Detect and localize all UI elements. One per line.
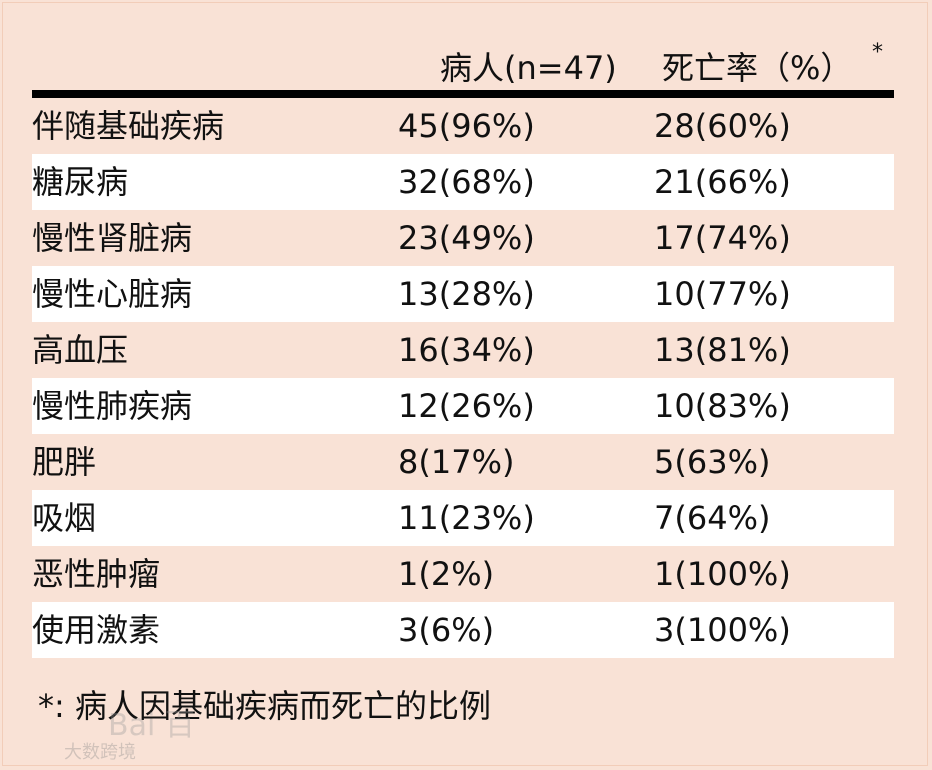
header-rule xyxy=(32,90,894,98)
mortality-cell: 17(74%) xyxy=(654,219,791,257)
mortality-cell: 13(81%) xyxy=(654,331,791,369)
patients-cell: 12(26%) xyxy=(398,378,654,434)
mortality-cell: 10(83%) xyxy=(654,378,894,434)
patients-cell: 1(2%) xyxy=(398,555,495,593)
mortality-cell: 1(100%) xyxy=(654,555,791,593)
table-row: 吸烟 11(23%) 7(64%) xyxy=(32,490,894,546)
header-patients: 病人(n=47) xyxy=(440,49,617,87)
condition-cell: 糖尿病 xyxy=(32,154,398,210)
condition-cell: 慢性心脏病 xyxy=(32,266,398,322)
table-row: 慢性心脏病 13(28%) 10(77%) xyxy=(32,266,894,322)
patients-cell: 32(68%) xyxy=(398,154,654,210)
mortality-cell: 5(63%) xyxy=(654,443,771,481)
table-row: 肥胖 8(17%) 5(63%) xyxy=(32,434,894,490)
table-row: 慢性肺疾病 12(26%) 10(83%) xyxy=(32,378,894,434)
table-header: 病人(n=47) 死亡率（%） * xyxy=(32,30,894,92)
condition-cell: 恶性肿瘤 xyxy=(32,555,161,593)
mortality-cell: 10(77%) xyxy=(654,266,894,322)
patients-cell: 45(96%) xyxy=(398,107,535,145)
condition-cell: 伴随基础疾病 xyxy=(32,107,225,145)
condition-cell: 使用激素 xyxy=(32,602,398,658)
mortality-cell: 7(64%) xyxy=(654,490,894,546)
table-row: 使用激素 3(6%) 3(100%) xyxy=(32,602,894,658)
patients-cell: 16(34%) xyxy=(398,331,535,369)
table-row: 恶性肿瘤 1(2%) 1(100%) xyxy=(32,546,894,602)
footnote: *: 病人因基础疾病而死亡的比例 xyxy=(38,687,491,725)
header-mortality-footnote-mark: * xyxy=(872,40,883,65)
table-row: 高血压 16(34%) 13(81%) xyxy=(32,322,894,378)
table-row: 伴随基础疾病 45(96%) 28(60%) xyxy=(32,98,894,154)
condition-cell: 高血压 xyxy=(32,331,129,369)
header-mortality: 死亡率（%） xyxy=(662,49,853,87)
patients-cell: 11(23%) xyxy=(398,490,654,546)
mortality-cell: 3(100%) xyxy=(654,602,894,658)
condition-cell: 肥胖 xyxy=(32,443,97,481)
patients-cell: 3(6%) xyxy=(398,602,654,658)
condition-cell: 吸烟 xyxy=(32,490,398,546)
condition-cell: 慢性肾脏病 xyxy=(32,219,193,257)
mortality-cell: 21(66%) xyxy=(654,154,894,210)
mortality-cell: 28(60%) xyxy=(654,107,791,145)
table-row: 慢性肾脏病 23(49%) 17(74%) xyxy=(32,210,894,266)
patients-cell: 8(17%) xyxy=(398,443,515,481)
comorbidity-table: 伴随基础疾病 45(96%) 28(60%) 糖尿病 32(68%) 21(66… xyxy=(32,98,894,658)
table-row: 糖尿病 32(68%) 21(66%) xyxy=(32,154,894,210)
patients-cell: 23(49%) xyxy=(398,219,535,257)
patients-cell: 13(28%) xyxy=(398,266,654,322)
condition-cell: 慢性肺疾病 xyxy=(32,378,398,434)
